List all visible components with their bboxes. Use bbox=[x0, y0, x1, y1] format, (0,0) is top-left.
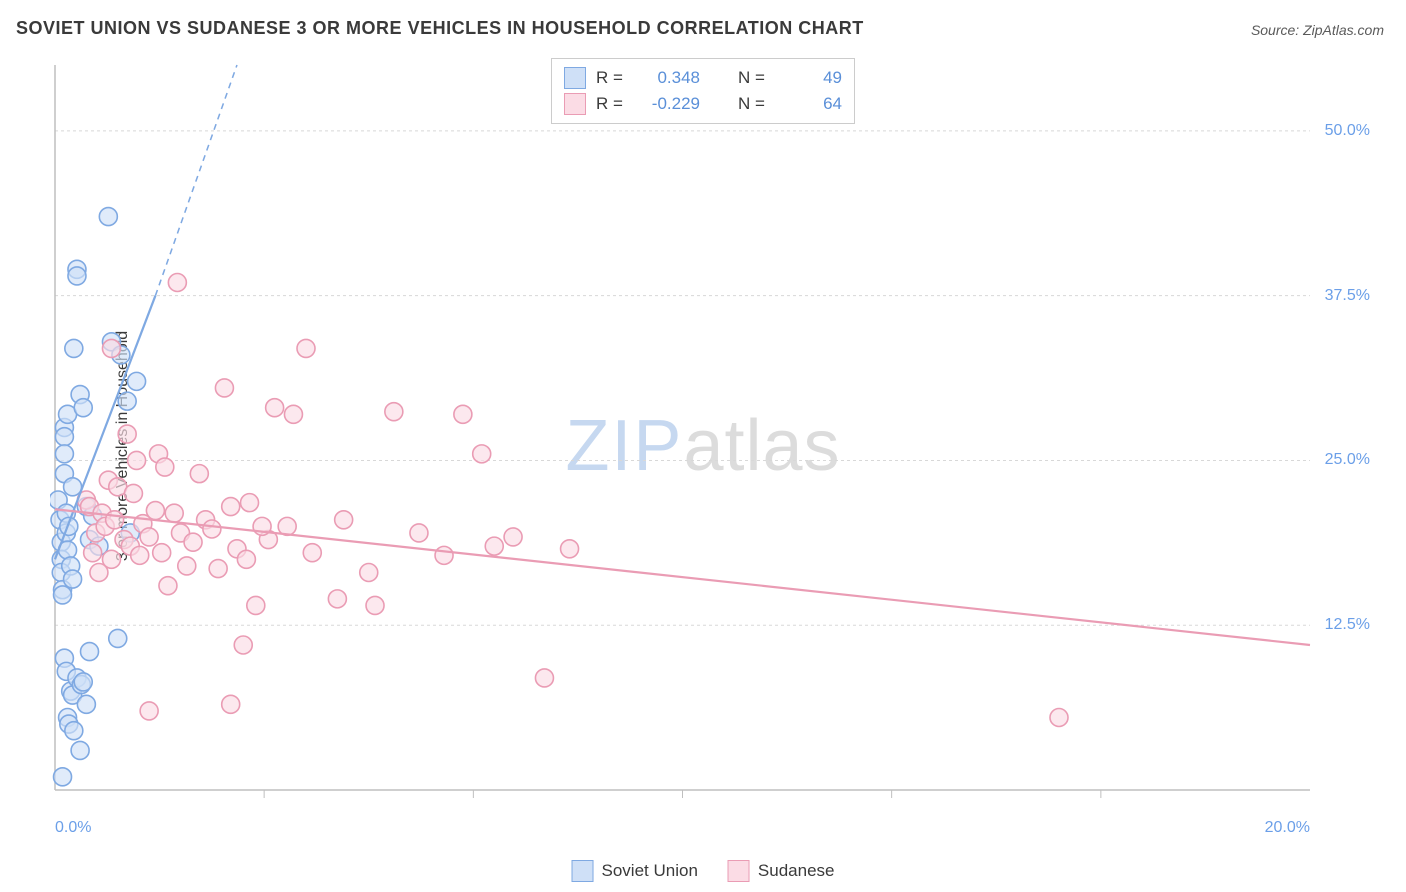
r-label: R = bbox=[596, 94, 628, 114]
y-tick-label: 50.0% bbox=[1325, 122, 1370, 140]
legend-row-1: R = 0.348 N = 49 bbox=[564, 65, 842, 91]
x-tick-label: 0.0% bbox=[55, 819, 91, 837]
legend-swatch-pink bbox=[728, 860, 750, 882]
r-value: 0.348 bbox=[638, 68, 700, 88]
legend-item-sudanese: Sudanese bbox=[728, 860, 835, 882]
legend-swatch-blue bbox=[564, 67, 586, 89]
legend-label: Soviet Union bbox=[602, 861, 698, 881]
source-label: Source: ZipAtlas.com bbox=[1251, 22, 1384, 38]
r-label: R = bbox=[596, 68, 628, 88]
y-tick-label: 37.5% bbox=[1325, 287, 1370, 305]
x-tick-label: 20.0% bbox=[1265, 819, 1310, 837]
legend-row-2: R = -0.229 N = 64 bbox=[564, 91, 842, 117]
correlation-legend: R = 0.348 N = 49 R = -0.229 N = 64 bbox=[551, 58, 855, 124]
n-value: 49 bbox=[780, 68, 842, 88]
n-label: N = bbox=[738, 68, 770, 88]
legend-label: Sudanese bbox=[758, 861, 835, 881]
y-tick-label: 12.5% bbox=[1325, 616, 1370, 634]
legend-swatch-blue bbox=[572, 860, 594, 882]
scatter-plot-svg bbox=[50, 55, 1380, 835]
legend-item-soviet: Soviet Union bbox=[572, 860, 698, 882]
legend-swatch-pink bbox=[564, 93, 586, 115]
n-label: N = bbox=[738, 94, 770, 114]
chart-container: SOVIET UNION VS SUDANESE 3 OR MORE VEHIC… bbox=[0, 0, 1406, 892]
y-tick-label: 25.0% bbox=[1325, 451, 1370, 469]
n-value: 64 bbox=[780, 94, 842, 114]
series-legend: Soviet Union Sudanese bbox=[572, 860, 835, 882]
r-value: -0.229 bbox=[638, 94, 700, 114]
chart-title: SOVIET UNION VS SUDANESE 3 OR MORE VEHIC… bbox=[16, 18, 864, 39]
plot-area: 12.5% 25.0% 37.5% 50.0% 0.0% 20.0% bbox=[50, 55, 1380, 835]
